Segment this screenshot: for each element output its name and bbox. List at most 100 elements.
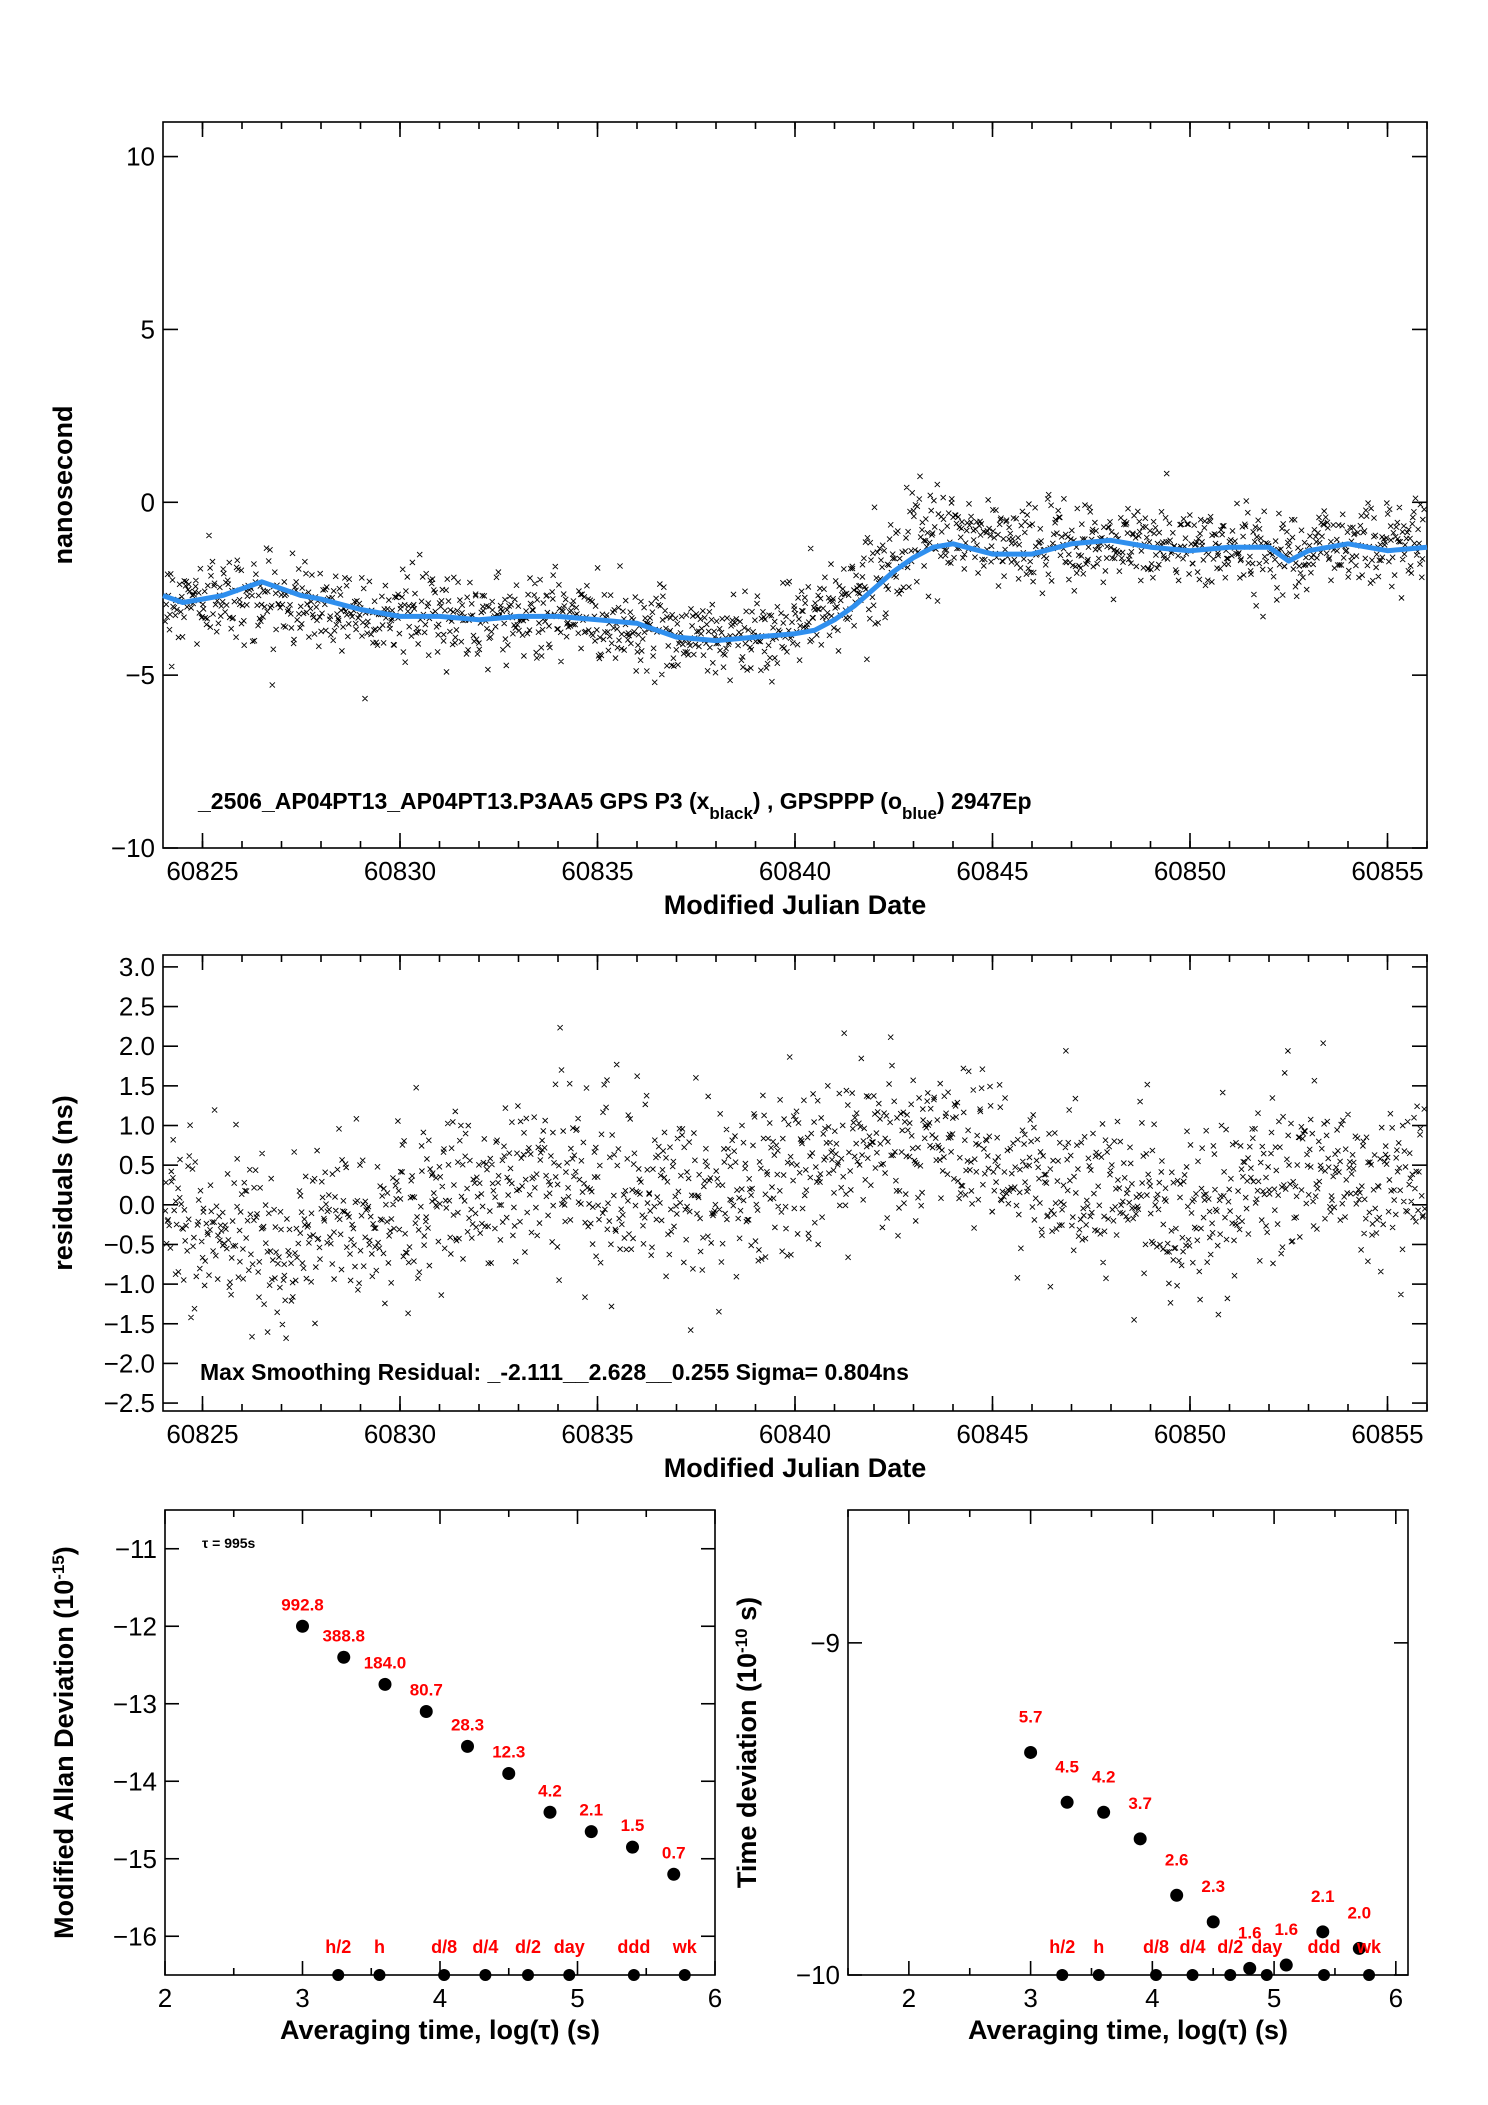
- panel-mdev-frame: [164, 1509, 716, 1976]
- deviation-point: [1097, 1805, 1111, 1819]
- phase-plot-frame: [162, 121, 1428, 849]
- x-tick-label: 60845: [956, 1419, 1028, 1449]
- deviation-point-label: 0.7: [662, 1843, 686, 1862]
- y-tick-label: 1.0: [119, 1111, 155, 1141]
- deviation-point: [1024, 1745, 1038, 1759]
- y-tick-label: 0: [141, 487, 155, 517]
- period-marker: [1318, 1969, 1330, 1981]
- deviation-point-label: 2.1: [1311, 1887, 1335, 1906]
- period-marker: [1150, 1969, 1162, 1981]
- panel-tdev-frame: [847, 1509, 1409, 1976]
- x-tick-label: 60835: [561, 856, 633, 886]
- deviation-point-label: 5.7: [1019, 1707, 1043, 1726]
- period-label: h/2: [325, 1937, 351, 1957]
- y-tick-label: 3.0: [119, 952, 155, 982]
- y-tick-label: 0.5: [119, 1150, 155, 1180]
- y-tick-label: −11: [115, 1534, 157, 1564]
- period-marker: [1260, 1969, 1273, 1981]
- deviation-point-label: 2.3: [1201, 1877, 1225, 1896]
- deviation-point-label: 1.6: [1238, 1923, 1262, 1942]
- deviation-point-label: 1.5: [621, 1816, 645, 1835]
- x-tick-label: 60830: [364, 1419, 436, 1449]
- deviation-point: [1170, 1888, 1184, 1902]
- x-tick-label: 60840: [759, 856, 831, 886]
- gpsppp-smoothed-line: [162, 537, 1428, 644]
- x-axis-title: Averaging time, log(τ) (s): [280, 2015, 600, 2045]
- period-marker: [522, 1969, 534, 1981]
- y-tick-label: −10: [111, 833, 155, 863]
- x-tick-label: 60850: [1154, 1419, 1226, 1449]
- deviation-point: [419, 1705, 433, 1718]
- annotation-text: _2506_AP04PT13_AP04PT13.P3AA5 GPS P3 (x: [197, 788, 710, 814]
- period-marker: [627, 1969, 640, 1981]
- deviation-point: [502, 1767, 516, 1780]
- y-axis-title-text: Modified Allan Deviation (10: [49, 1580, 79, 1939]
- residuals-chart: 60825 60830 60835 60840 60845 60850 60855 −2.5 −…: [48, 952, 1428, 1483]
- period-label: d/2: [1217, 1937, 1243, 1957]
- period-marker: [1056, 1969, 1069, 1981]
- deviation-point: [337, 1650, 351, 1664]
- deviation-point: [461, 1739, 474, 1753]
- x-tick-label: 60830: [364, 856, 436, 886]
- period-label: day: [1251, 1937, 1282, 1957]
- x-tick-label: 6: [1389, 1983, 1403, 2013]
- annotation-subscript: blue: [902, 804, 937, 823]
- modified-allan-deviation-chart: 2 3 4 5 6 −16 −15 −14 −13 −12 −11 992.8 388.8 184.080…: [49, 1509, 722, 2045]
- x-tick-label: 4: [1145, 1983, 1159, 2013]
- y-axis-title: nanosecond: [48, 405, 78, 564]
- deviation-point: [667, 1867, 681, 1881]
- deviation-point: [1206, 1915, 1220, 1929]
- x-tick-label: 5: [570, 1983, 584, 2013]
- y-tick-label: −9: [810, 1628, 840, 1658]
- x-tick-label: 2: [902, 1983, 916, 2013]
- deviation-point-label: 2.0: [1347, 1903, 1371, 1922]
- period-marker: [1186, 1969, 1199, 1981]
- y-tick-label: −2.5: [104, 1388, 155, 1418]
- deviation-point-label: 4.2: [538, 1781, 562, 1800]
- y-tick-label: −1.0: [104, 1269, 155, 1299]
- period-label: h: [374, 1937, 385, 1957]
- period-marker: [1092, 1969, 1105, 1981]
- period-label: d/2: [515, 1937, 541, 1957]
- deviation-point-label: 4.5: [1055, 1757, 1079, 1776]
- y-axis-title: Modified Allan Deviation (10-15): [49, 1546, 80, 1939]
- y-tick-label: 2.0: [119, 1031, 155, 1061]
- y-tick-label: 2.5: [119, 992, 155, 1022]
- x-tick-label: 60840: [759, 1419, 831, 1449]
- deviation-point-label: 28.3: [451, 1715, 484, 1734]
- period-marker: [479, 1969, 492, 1981]
- deviation-point-label: 80.7: [410, 1681, 443, 1700]
- x-tick-label: 60855: [1351, 1419, 1423, 1449]
- period-label: d/4: [1180, 1937, 1206, 1957]
- y-tick-label: −14: [113, 1766, 157, 1796]
- period-marker: [1224, 1969, 1237, 1981]
- x-axis-title: Modified Julian Date: [664, 890, 927, 920]
- period-label: ddd: [1308, 1937, 1341, 1957]
- y-axis-title-exponent: -15: [49, 1555, 68, 1580]
- deviation-point-label: 388.8: [322, 1626, 365, 1645]
- period-label: wk: [1356, 1937, 1382, 1957]
- period-marker: [438, 1969, 451, 1981]
- deviation-point: [1133, 1832, 1147, 1846]
- y-axis-title-tail: s): [732, 1597, 762, 1629]
- x-tick-label: 60825: [166, 1419, 238, 1449]
- y-tick-label: −10: [796, 1960, 840, 1990]
- y-axis-title: residuals (ns): [48, 1095, 78, 1271]
- y-axis-title: Time deviation (10-10 s): [732, 1597, 763, 1888]
- deviation-point: [584, 1825, 598, 1839]
- deviation-point-label: 2.6: [1165, 1850, 1189, 1869]
- series-annotation: _2506_AP04PT13_AP04PT13.P3AA5 GPS P3 (x b…: [197, 788, 1032, 823]
- y-tick-label: 10: [126, 142, 155, 172]
- deviation-point: [543, 1805, 557, 1819]
- period-marker: [678, 1969, 691, 1981]
- period-label: wk: [672, 1937, 698, 1957]
- deviation-point-label: 3.7: [1128, 1794, 1152, 1813]
- y-tick-label: −0.5: [104, 1229, 155, 1259]
- y-tick-label: 5: [141, 314, 155, 344]
- period-marker: [563, 1969, 576, 1981]
- scatter-points-x-markers: [162, 470, 1428, 702]
- deviation-point: [1279, 1958, 1293, 1972]
- period-label: h: [1093, 1937, 1104, 1957]
- period-marker: [1363, 1969, 1376, 1981]
